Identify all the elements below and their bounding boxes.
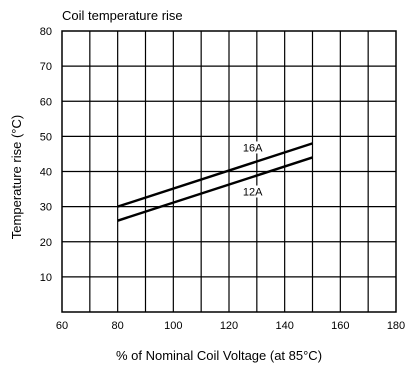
grid	[62, 31, 396, 312]
series-label-bg	[241, 185, 264, 198]
series-line-12a	[117, 156, 313, 222]
x-tick-label: 160	[331, 320, 349, 332]
series-labels: 16A 12A	[241, 141, 264, 199]
x-tick-label: 60	[56, 320, 68, 332]
y-tick-label: 60	[40, 96, 52, 108]
x-tick-label: 80	[112, 320, 124, 332]
series-lines	[117, 142, 313, 222]
y-tick-label: 20	[40, 237, 52, 249]
x-tick-label: 120	[220, 320, 238, 332]
y-tick-label: 80	[40, 26, 52, 38]
y-tick-label: 30	[40, 202, 52, 214]
series-label-16a: 16A	[243, 142, 263, 154]
x-axis-ticks: 60 80 100 120 140 160 180	[56, 320, 405, 332]
y-tick-label: 40	[40, 167, 52, 179]
chart-title: Coil temperature rise	[62, 8, 183, 23]
x-tick-label: 180	[387, 320, 405, 332]
series-label-12a: 12A	[243, 187, 263, 199]
y-tick-label: 70	[40, 61, 52, 73]
series-label-bg	[241, 141, 264, 154]
x-tick-label: 140	[275, 320, 293, 332]
y-tick-label: 10	[40, 272, 52, 284]
x-axis-label: % of Nominal Coil Voltage (at 85°C)	[116, 348, 322, 363]
plot-area	[61, 30, 397, 313]
y-tick-label: 50	[40, 131, 52, 143]
y-axis-label: Temperature rise (°C)	[9, 115, 24, 239]
series-line-16a	[117, 142, 313, 208]
y-axis-ticks: 10 20 30 40 50 60 70 80	[40, 26, 52, 284]
x-tick-label: 100	[164, 320, 182, 332]
